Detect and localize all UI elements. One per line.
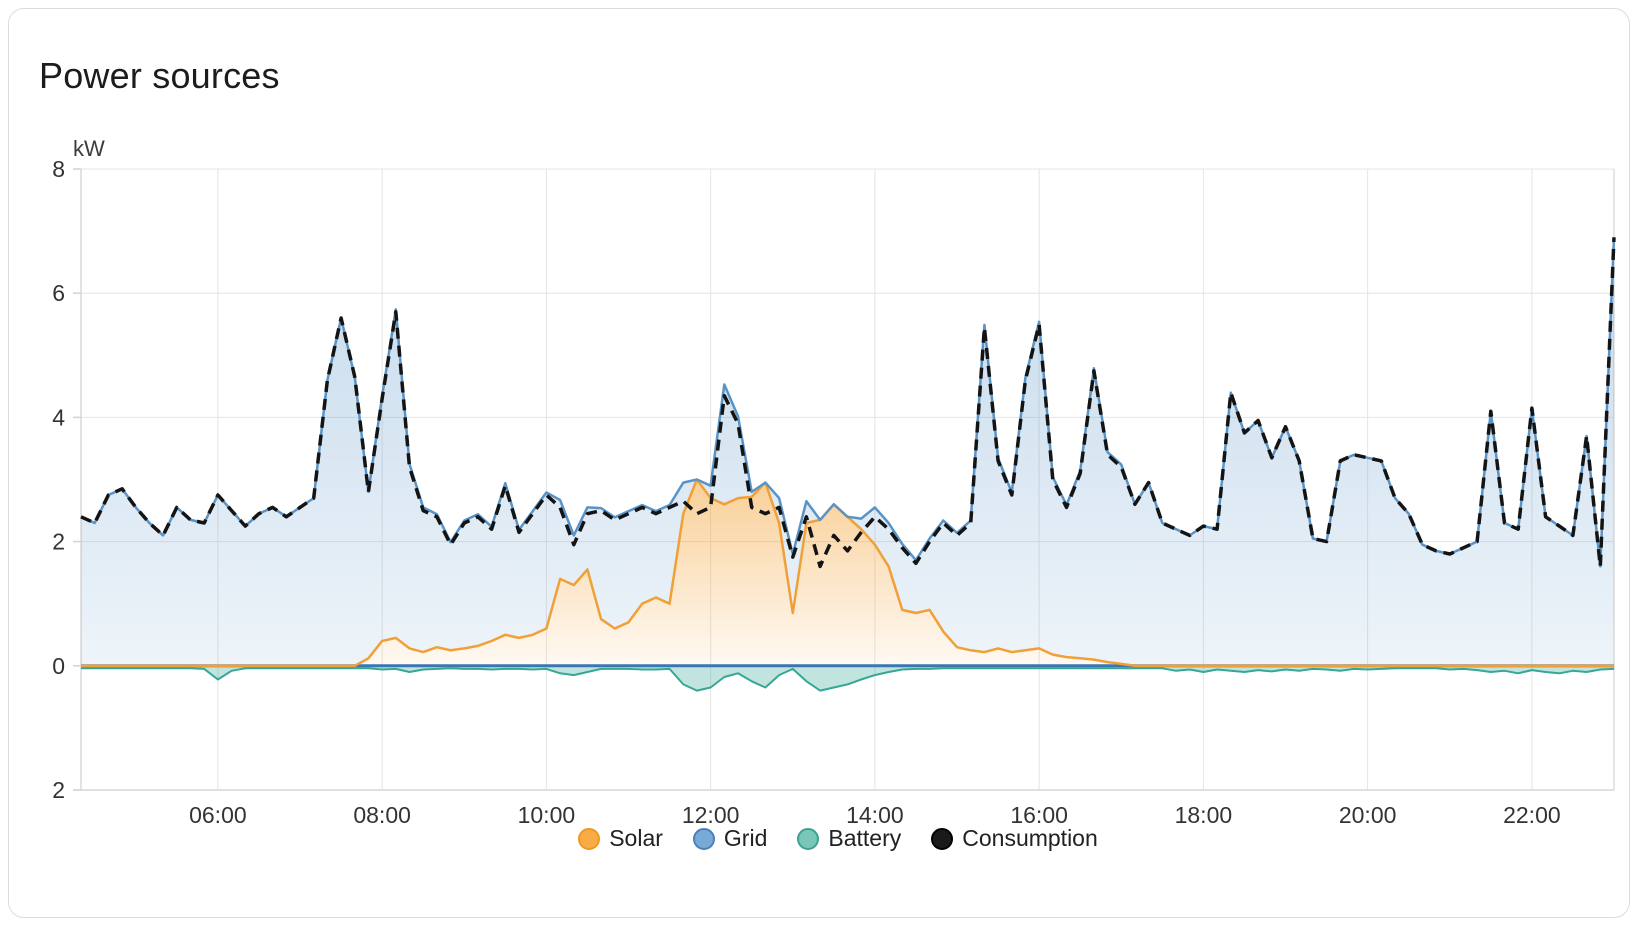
x-tick-label: 18:00 bbox=[1175, 802, 1233, 828]
y-tick-label: 2 bbox=[52, 777, 65, 803]
x-tick-label: 16:00 bbox=[1010, 802, 1068, 828]
axis-labels: 8 6 4 2 0 2 06:00 08:00 10:00 12:00 14:00 16:00 18:0… bbox=[52, 156, 1560, 828]
grid-area bbox=[81, 237, 1614, 666]
x-tick-label: 12:00 bbox=[682, 802, 740, 828]
page-title: Power sources bbox=[39, 55, 280, 96]
power-sources-card: Power sources 8 6 4 2 0 2 06:00 08:00 10:00 12:00… bbox=[8, 8, 1630, 918]
legend-marker-battery bbox=[797, 827, 820, 850]
x-tick-label: 06:00 bbox=[189, 802, 247, 828]
legend-label-solar: Solar bbox=[609, 825, 663, 851]
y-tick-label: 2 bbox=[52, 529, 65, 555]
legend-item-consumption[interactable]: Consumption bbox=[931, 825, 1098, 852]
legend-marker-consumption bbox=[931, 827, 954, 850]
battery-area bbox=[81, 665, 1614, 691]
x-tick-label: 10:00 bbox=[518, 802, 576, 828]
y-axis-unit-label: kW bbox=[73, 136, 105, 161]
y-tick-label: 8 bbox=[52, 156, 65, 182]
solar-area bbox=[81, 479, 1614, 666]
x-tick-label: 14:00 bbox=[846, 802, 904, 828]
legend-marker-grid bbox=[692, 827, 715, 850]
consumption-line bbox=[80, 237, 1616, 569]
legend-marker-solar bbox=[578, 827, 601, 850]
power-sources-chart[interactable]: 8 6 4 2 0 2 06:00 08:00 10:00 12:00 14:00 16:00 18:0… bbox=[9, 9, 1640, 937]
x-tick-label: 20:00 bbox=[1339, 802, 1397, 828]
x-tick-label: 22:00 bbox=[1503, 802, 1561, 828]
battery-line bbox=[81, 667, 1615, 692]
x-tick-label: 08:00 bbox=[353, 802, 411, 828]
legend-item-grid[interactable]: Grid bbox=[692, 825, 768, 852]
chart-legend: Solar Grid Battery Consumption bbox=[9, 825, 1629, 852]
legend-label-consumption: Consumption bbox=[962, 825, 1098, 851]
y-tick-label: 0 bbox=[52, 653, 65, 679]
y-tick-label: 4 bbox=[52, 404, 65, 430]
legend-item-solar[interactable]: Solar bbox=[578, 825, 663, 852]
legend-item-battery[interactable]: Battery bbox=[797, 825, 901, 852]
y-tick-label: 6 bbox=[52, 280, 65, 306]
legend-label-battery: Battery bbox=[828, 825, 902, 851]
legend-label-grid: Grid bbox=[723, 825, 768, 851]
